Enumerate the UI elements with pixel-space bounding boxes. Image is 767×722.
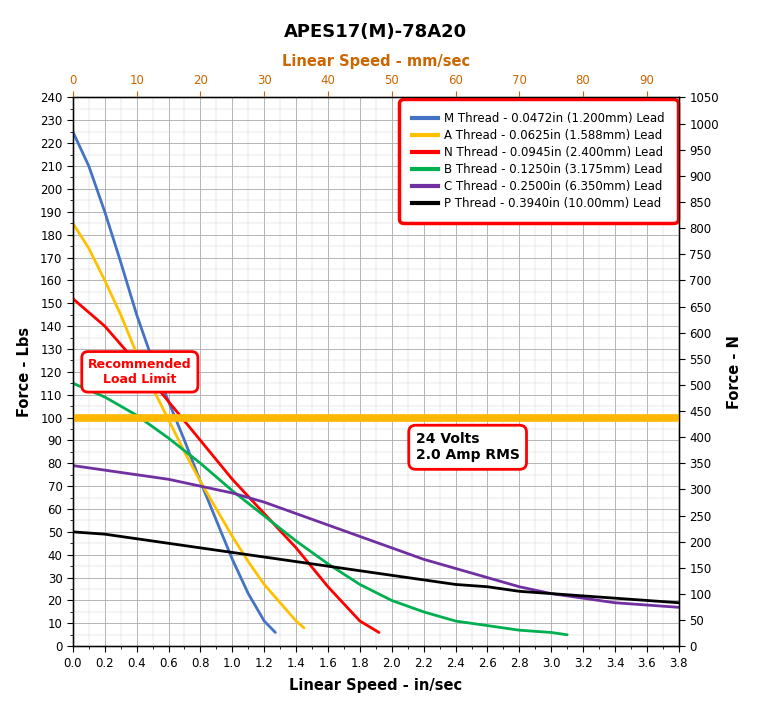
Text: Recommended
Load Limit: Recommended Load Limit (88, 358, 192, 386)
Text: APES17(M)-78A20: APES17(M)-78A20 (285, 24, 467, 41)
Y-axis label: Force - N: Force - N (727, 335, 742, 409)
X-axis label: Linear Speed - in/sec: Linear Speed - in/sec (289, 678, 463, 693)
Text: 24 Volts
2.0 Amp RMS: 24 Volts 2.0 Amp RMS (416, 432, 519, 462)
Y-axis label: Force - Lbs: Force - Lbs (17, 327, 31, 417)
Legend: M Thread - 0.0472in (1.200mm) Lead, A Thread - 0.0625in (1.588mm) Lead, N Thread: M Thread - 0.0472in (1.200mm) Lead, A Th… (404, 103, 673, 219)
X-axis label: Linear Speed - mm/sec: Linear Speed - mm/sec (281, 53, 470, 69)
